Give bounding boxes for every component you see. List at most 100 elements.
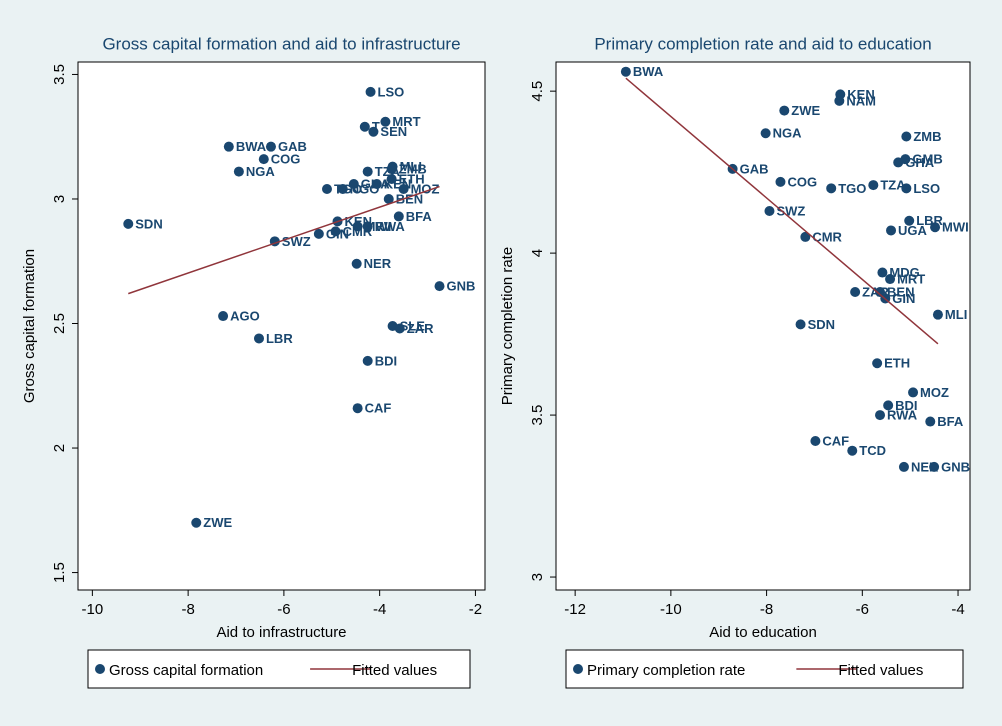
point-label: SDN bbox=[808, 317, 835, 332]
point-label: CAF bbox=[822, 433, 849, 448]
point-label: BWA bbox=[633, 64, 664, 79]
point-label: GIN bbox=[892, 291, 915, 306]
point-label: MRT bbox=[392, 114, 420, 129]
point bbox=[868, 180, 879, 191]
point bbox=[901, 183, 912, 194]
x-tick-label: -8 bbox=[181, 601, 194, 618]
point bbox=[885, 274, 896, 285]
point bbox=[368, 126, 379, 137]
point-label: LSO bbox=[378, 84, 405, 99]
point-label: ZWE bbox=[203, 515, 232, 530]
point bbox=[362, 221, 373, 232]
legend-label: Gross capital formation bbox=[109, 662, 263, 679]
point-label: SDN bbox=[135, 216, 162, 231]
y-tick-label: 3.5 bbox=[51, 64, 68, 85]
y-tick-label: 2 bbox=[51, 444, 68, 452]
point-label: MOZ bbox=[411, 181, 440, 196]
point-label: BWA bbox=[236, 139, 267, 154]
point-label: MWI bbox=[942, 220, 969, 235]
point bbox=[850, 286, 861, 297]
legend bbox=[87, 649, 471, 689]
point bbox=[123, 218, 134, 229]
point bbox=[191, 517, 202, 528]
point bbox=[898, 461, 909, 472]
x-tick-label: -6 bbox=[856, 601, 869, 618]
x-tick-label: -10 bbox=[82, 601, 104, 618]
y-tick-label: 3.5 bbox=[529, 405, 546, 426]
x-axis-title: Aid to infrastructure bbox=[216, 624, 346, 641]
point-label: COG bbox=[787, 174, 817, 189]
y-tick-label: 4.5 bbox=[529, 81, 546, 102]
point bbox=[398, 184, 409, 195]
point-label: T bbox=[372, 119, 380, 134]
x-tick-label: -10 bbox=[660, 601, 682, 618]
point bbox=[872, 358, 883, 369]
y-tick-label: 2.5 bbox=[51, 313, 68, 334]
point bbox=[386, 174, 397, 185]
point-label: GAB bbox=[278, 139, 307, 154]
point-label: MRT bbox=[897, 271, 925, 286]
point-label: LBR bbox=[266, 331, 293, 346]
point bbox=[362, 166, 373, 177]
point-label: BDI bbox=[375, 353, 397, 368]
y-axis-title: Gross capital formation bbox=[21, 249, 38, 403]
y-axis-title: Primary completion rate bbox=[499, 247, 516, 405]
point bbox=[434, 281, 445, 292]
point-label: COG bbox=[271, 152, 301, 167]
point-label: GHA bbox=[905, 155, 935, 170]
point bbox=[223, 141, 234, 152]
point bbox=[847, 445, 858, 456]
point-label: RWA bbox=[375, 219, 406, 234]
point-label: TZA bbox=[880, 178, 906, 193]
point-label: MDG bbox=[889, 265, 919, 280]
x-tick-label: -2 bbox=[469, 601, 482, 618]
point bbox=[810, 435, 821, 446]
point bbox=[795, 319, 806, 330]
point bbox=[394, 323, 405, 334]
point-label: CMR bbox=[343, 224, 373, 239]
point-label: ZAR bbox=[407, 321, 434, 336]
point-label: RWA bbox=[887, 408, 918, 423]
point-label: GAB bbox=[740, 161, 769, 176]
point bbox=[265, 141, 276, 152]
point bbox=[904, 215, 915, 226]
point bbox=[775, 176, 786, 187]
point-label: BDI bbox=[895, 398, 917, 413]
point bbox=[929, 461, 940, 472]
point-label: NGA bbox=[773, 126, 803, 141]
point bbox=[258, 154, 269, 165]
plot-area bbox=[555, 61, 971, 591]
y-tick-label: 4 bbox=[529, 249, 546, 257]
point-label: ETH bbox=[399, 171, 425, 186]
point-label: ZWE bbox=[791, 103, 820, 118]
point bbox=[348, 179, 359, 190]
point bbox=[371, 179, 382, 190]
point-label: SLE bbox=[400, 318, 426, 333]
point bbox=[826, 183, 837, 194]
point bbox=[359, 121, 370, 132]
point bbox=[620, 66, 631, 77]
point bbox=[932, 309, 943, 320]
point-label: GNB bbox=[447, 279, 476, 294]
point-label: MLI bbox=[400, 159, 422, 174]
point-label: ETH bbox=[884, 356, 910, 371]
y-tick-label: 3 bbox=[529, 573, 546, 581]
point bbox=[233, 166, 244, 177]
point bbox=[908, 387, 919, 398]
point bbox=[886, 225, 897, 236]
point bbox=[352, 221, 363, 232]
point bbox=[764, 206, 775, 217]
point bbox=[834, 95, 845, 106]
x-tick-label: -12 bbox=[564, 601, 586, 618]
point-label: BFA bbox=[937, 414, 964, 429]
point-label: KEN bbox=[847, 87, 874, 102]
x-tick-label: -4 bbox=[951, 601, 964, 618]
point bbox=[901, 131, 912, 142]
x-tick-label: -8 bbox=[760, 601, 773, 618]
legend-label: Fitted values bbox=[838, 662, 923, 679]
point bbox=[362, 355, 373, 366]
point bbox=[393, 211, 404, 222]
point bbox=[380, 116, 391, 127]
y-tick-label: 1.5 bbox=[51, 562, 68, 583]
